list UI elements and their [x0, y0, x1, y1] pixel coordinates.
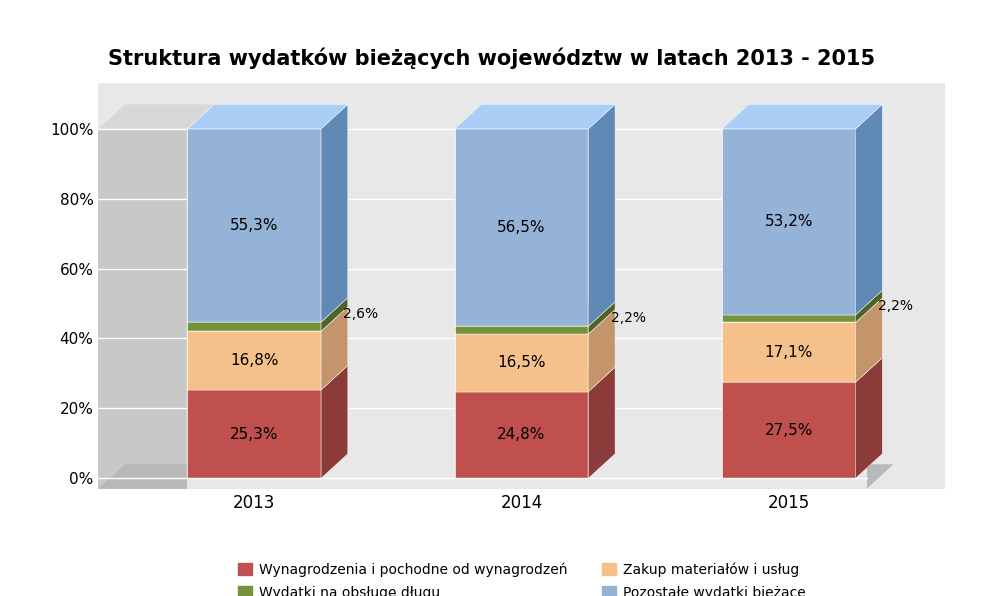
Polygon shape — [98, 464, 893, 489]
Polygon shape — [455, 334, 588, 392]
Polygon shape — [588, 302, 615, 334]
Polygon shape — [188, 129, 321, 322]
Polygon shape — [321, 297, 347, 331]
Text: 17,1%: 17,1% — [765, 345, 813, 360]
Polygon shape — [588, 104, 615, 326]
Text: 56,5%: 56,5% — [497, 220, 546, 235]
Text: Struktura wydatków bieżących województw w latach 2013 - 2015: Struktura wydatków bieżących województw … — [108, 48, 876, 69]
Polygon shape — [455, 104, 615, 129]
Polygon shape — [722, 358, 883, 382]
Polygon shape — [855, 104, 883, 315]
Polygon shape — [855, 298, 883, 382]
Text: 2,2%: 2,2% — [611, 311, 646, 325]
Text: 16,5%: 16,5% — [497, 355, 546, 370]
Polygon shape — [722, 129, 855, 315]
Polygon shape — [588, 309, 615, 392]
Polygon shape — [188, 104, 347, 129]
Text: 2,6%: 2,6% — [343, 308, 379, 321]
Polygon shape — [98, 129, 188, 489]
Polygon shape — [188, 390, 321, 478]
Text: 27,5%: 27,5% — [765, 423, 813, 437]
Text: 55,3%: 55,3% — [230, 218, 278, 233]
Polygon shape — [588, 367, 615, 478]
Polygon shape — [188, 322, 321, 331]
Polygon shape — [188, 365, 347, 390]
Text: 16,8%: 16,8% — [230, 353, 278, 368]
Polygon shape — [188, 331, 321, 390]
Polygon shape — [722, 382, 855, 478]
Polygon shape — [188, 307, 347, 331]
Polygon shape — [188, 129, 867, 489]
Polygon shape — [855, 290, 883, 322]
Polygon shape — [722, 290, 883, 315]
Text: 25,3%: 25,3% — [230, 427, 278, 442]
Polygon shape — [455, 302, 615, 326]
Polygon shape — [321, 307, 347, 390]
Polygon shape — [188, 297, 347, 322]
Polygon shape — [855, 358, 883, 478]
Polygon shape — [98, 104, 215, 129]
Text: 2,2%: 2,2% — [878, 299, 913, 313]
Polygon shape — [455, 129, 588, 326]
Text: 53,2%: 53,2% — [765, 215, 813, 229]
Text: 24,8%: 24,8% — [497, 427, 546, 442]
Polygon shape — [455, 309, 615, 334]
Polygon shape — [321, 365, 347, 478]
Polygon shape — [722, 322, 855, 382]
Polygon shape — [722, 315, 855, 322]
Polygon shape — [722, 104, 883, 129]
Legend: Wynagrodzenia i pochodne od wynagrodzeń, Wydatki na obsługę długu, Zakup materia: Wynagrodzenia i pochodne od wynagrodzeń,… — [232, 557, 811, 596]
Polygon shape — [455, 326, 588, 334]
Polygon shape — [321, 104, 347, 322]
Polygon shape — [455, 392, 588, 478]
Polygon shape — [455, 367, 615, 392]
Polygon shape — [722, 298, 883, 322]
